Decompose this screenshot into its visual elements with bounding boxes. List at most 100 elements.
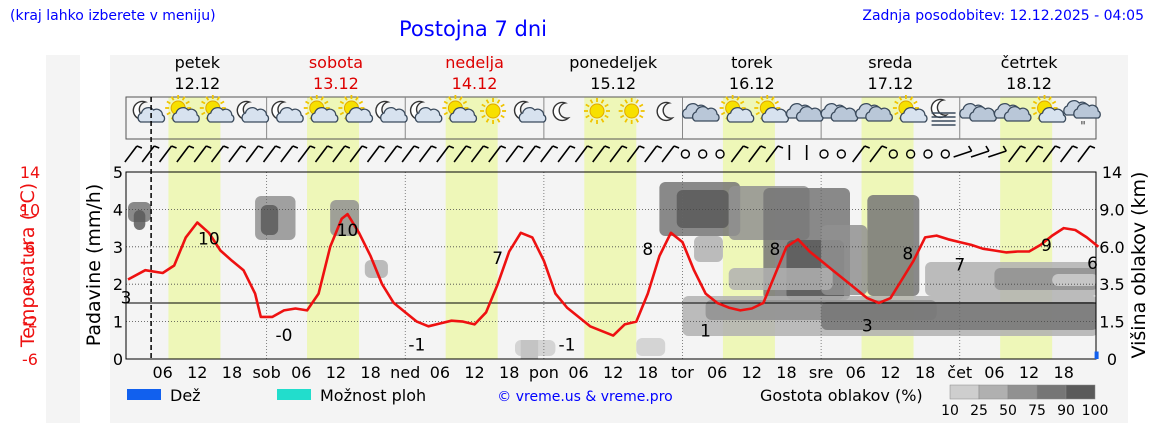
precipitation-tick-label: 5	[113, 163, 123, 182]
sun-ray	[481, 103, 486, 108]
density-scale-swatch	[949, 384, 980, 400]
barb-feather	[448, 145, 455, 149]
temperature-extreme-label: 8	[902, 244, 913, 264]
sun-ray	[339, 100, 345, 105]
x-tick-label: 06	[984, 363, 1004, 382]
sun-cloud-icon	[719, 95, 755, 123]
cloud-cell	[636, 338, 666, 356]
barb-feather	[344, 145, 351, 149]
barb-shaft	[644, 145, 658, 163]
barb-shaft	[765, 145, 779, 163]
sun-ray	[589, 99, 594, 104]
temperature-extreme-label: 8	[769, 240, 780, 260]
sun-ray	[358, 100, 364, 105]
barb-feather	[1054, 145, 1061, 149]
cloud-shape	[1073, 103, 1101, 119]
barb-shaft	[314, 145, 329, 163]
cloud-shape	[241, 107, 270, 123]
barb-feather	[569, 145, 576, 149]
sun-ray	[619, 114, 625, 119]
barb-shaft	[852, 145, 866, 163]
barb-feather	[240, 145, 247, 149]
sun-ray	[1048, 96, 1052, 101]
barb-feather	[396, 145, 403, 149]
cloud-shape	[276, 107, 304, 123]
wind-barb	[1025, 145, 1044, 163]
wind-barb	[852, 145, 870, 163]
sun-ray	[324, 100, 329, 105]
wind-barb	[923, 149, 933, 159]
wind-barb	[1042, 145, 1061, 163]
region-hint-link[interactable]: (kraj lahko izberete v meniju)	[10, 8, 216, 24]
sun-ray	[619, 103, 625, 108]
cloud-shape	[345, 107, 374, 123]
x-tick-label: 12	[464, 363, 484, 382]
sun-ray	[170, 96, 175, 101]
wind-barb	[1059, 145, 1078, 163]
barb-shaft	[453, 145, 467, 163]
sun-ray	[500, 114, 505, 119]
temperature-extreme-label: 3	[121, 289, 132, 309]
wind-barb	[124, 145, 143, 163]
calm-circle	[940, 149, 951, 159]
sun-ray	[604, 103, 609, 108]
temperature-extreme-label: 9	[1041, 236, 1052, 256]
precipitation-tick-label: 1	[113, 313, 123, 332]
wind-barb	[470, 145, 489, 163]
barb-feather	[1037, 145, 1044, 149]
barb-feather	[153, 145, 160, 149]
sun-ray	[344, 96, 348, 101]
calm-circle	[836, 149, 847, 159]
barb-shaft	[1059, 145, 1074, 163]
day-name: ponedeljek	[569, 53, 658, 72]
temperature-tick-label: 6	[25, 238, 35, 257]
precipitation-tick-label: 4	[113, 200, 123, 219]
sun-ray	[320, 96, 325, 101]
sun-ray	[355, 96, 359, 101]
moon-cloud-icon	[375, 100, 408, 123]
barb-shaft	[418, 145, 433, 163]
sun-ray	[496, 118, 501, 123]
wind-barb	[836, 149, 847, 159]
sun-icon	[480, 98, 507, 124]
cloud-height-tick-label: 9.0	[1099, 200, 1124, 219]
barb-feather	[552, 145, 559, 149]
temperature-extreme-label: 10	[337, 221, 359, 241]
sun-ray	[305, 111, 310, 116]
wind-barb	[453, 145, 472, 163]
precipitation-axis-label: Padavine (mm/h)	[83, 184, 105, 347]
cloud-height-tick-label: 1.5	[1099, 313, 1124, 332]
sun-ray	[774, 100, 779, 105]
cloud-shape	[1038, 107, 1067, 123]
x-tick-label: 18	[1054, 363, 1074, 382]
day-headers: petek 12.12 sobota 13.12 nedelja 14.12 ponedel…	[174, 53, 1058, 93]
sun-ray	[720, 111, 726, 116]
barb-shaft	[748, 145, 762, 163]
cloud-shape	[414, 107, 443, 123]
barb-feather	[1089, 145, 1096, 149]
barb-shaft	[193, 145, 207, 163]
cloud-cell	[728, 268, 833, 290]
cloud-cell	[520, 340, 539, 359]
barb-shaft	[988, 150, 1007, 158]
barb-feather	[517, 145, 524, 149]
density-scale-swatch	[1065, 384, 1096, 400]
barb-feather	[1020, 145, 1026, 149]
sun-ray	[1032, 100, 1038, 105]
sun-ray	[771, 96, 775, 101]
barb-shaft	[280, 145, 294, 163]
cloud-shape	[380, 107, 408, 123]
wind-barb	[609, 145, 628, 163]
sun-ray	[898, 96, 903, 101]
credit-link[interactable]: © vreme.us & vreme.pro	[497, 389, 672, 405]
barb-feather	[309, 145, 316, 149]
barb-feather	[985, 145, 990, 152]
barb-shaft	[366, 145, 381, 163]
wind-barb	[418, 145, 437, 163]
cloud-cell	[260, 205, 279, 235]
barb-shaft	[609, 145, 623, 163]
temperature-extreme-label: 3	[862, 317, 873, 337]
x-tick-label: 12	[742, 363, 762, 382]
barb-feather	[1072, 145, 1078, 149]
